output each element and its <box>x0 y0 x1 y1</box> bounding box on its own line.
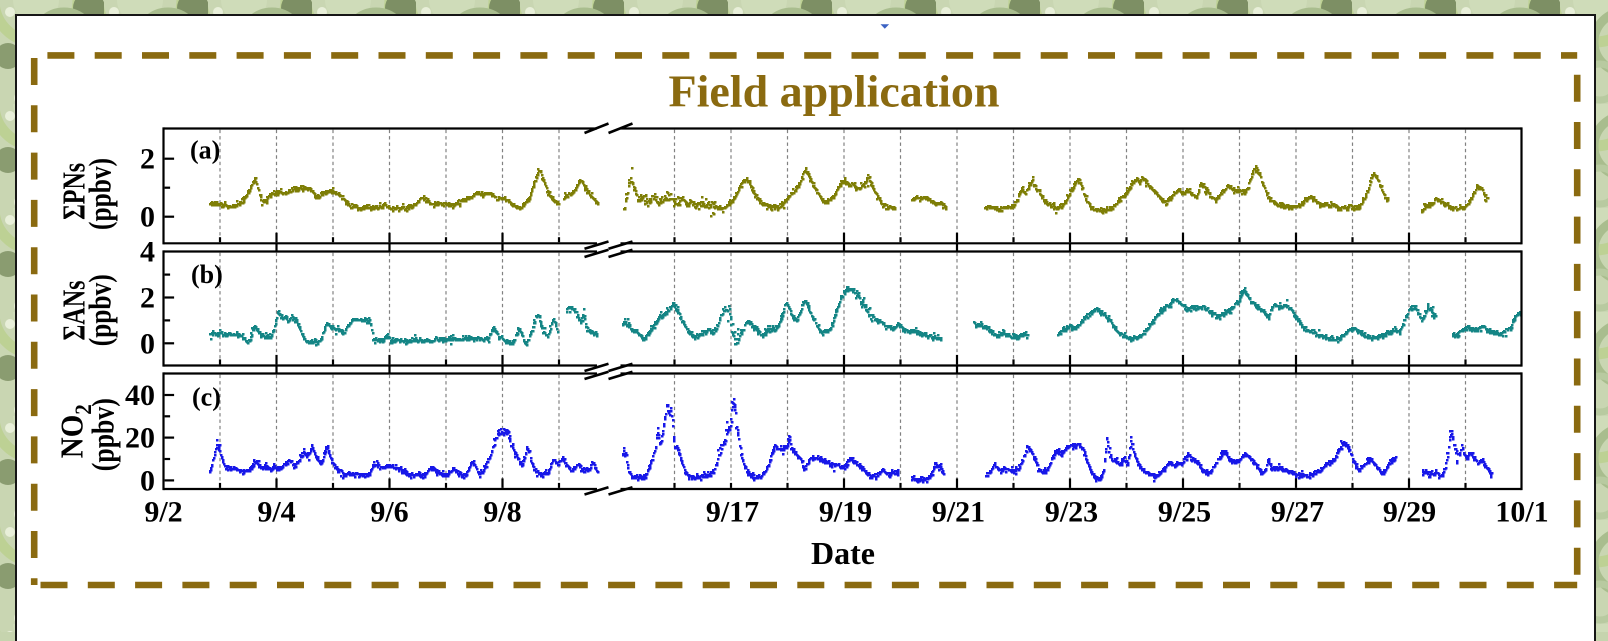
svg-text:Field application: Field application <box>669 66 1000 117</box>
svg-text:9/27: 9/27 <box>1271 496 1324 529</box>
svg-text:2: 2 <box>140 143 155 176</box>
svg-text:(ppbv): (ppbv) <box>86 398 121 471</box>
svg-text:(ppbv): (ppbv) <box>83 274 118 346</box>
svg-text:0: 0 <box>140 201 155 234</box>
svg-text:4: 4 <box>140 236 155 269</box>
svg-text:9/23: 9/23 <box>1045 496 1098 529</box>
svg-text:9/19: 9/19 <box>819 496 872 529</box>
svg-text:9/4: 9/4 <box>257 496 295 529</box>
svg-text:ΣANs: ΣANs <box>57 281 92 341</box>
svg-text:9/21: 9/21 <box>932 496 985 529</box>
svg-text:10/1: 10/1 <box>1495 496 1548 529</box>
svg-text:9/8: 9/8 <box>483 496 521 529</box>
svg-text:(a): (a) <box>190 136 220 165</box>
svg-text:0: 0 <box>140 327 155 360</box>
svg-text:20: 20 <box>125 422 155 455</box>
svg-text:(ppbv): (ppbv) <box>83 158 118 230</box>
svg-text:(b): (b) <box>191 260 223 289</box>
svg-text:9/2: 9/2 <box>144 496 182 529</box>
svg-text:9/6: 9/6 <box>370 496 408 529</box>
svg-text:Date: Date <box>811 535 875 571</box>
svg-text:9/25: 9/25 <box>1158 496 1211 529</box>
svg-text:9/17: 9/17 <box>706 496 759 529</box>
svg-text:ΣPNs: ΣPNs <box>57 163 92 220</box>
svg-text:40: 40 <box>125 379 155 412</box>
svg-text:0: 0 <box>140 464 155 497</box>
svg-text:9/29: 9/29 <box>1383 496 1436 529</box>
svg-text:2: 2 <box>140 282 155 315</box>
svg-text:(c): (c) <box>192 383 221 412</box>
